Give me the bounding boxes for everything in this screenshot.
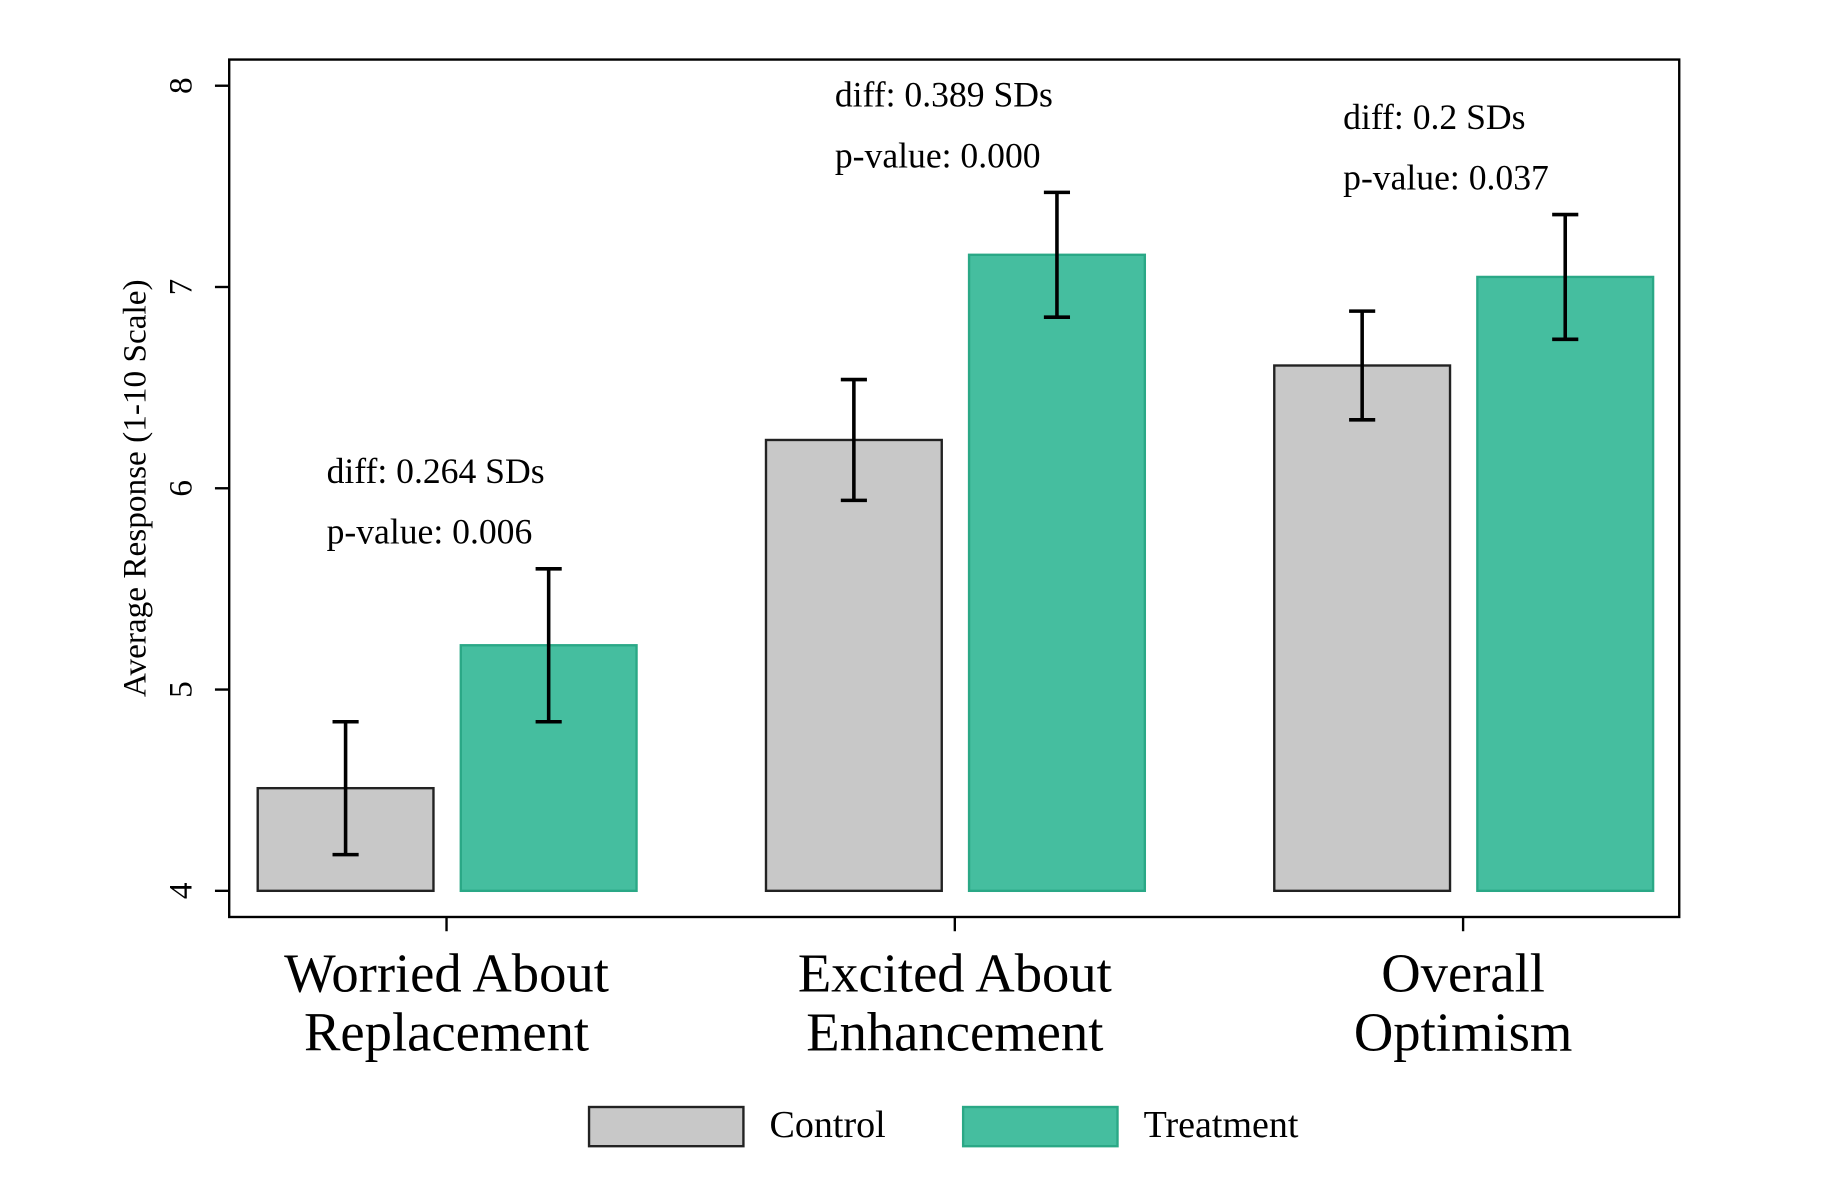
x-tick-label: Worried About	[284, 942, 609, 1003]
annotation: p-value: 0.000	[835, 135, 1041, 175]
annotation: p-value: 0.006	[327, 512, 533, 552]
bar	[1273, 364, 1452, 893]
annotation: diff: 0.264 SDs	[327, 451, 545, 491]
x-tick-label: Excited About	[798, 942, 1112, 1003]
error-bar	[332, 719, 359, 857]
y-tick-label: 4	[163, 882, 200, 899]
bar	[1476, 275, 1655, 893]
x-tick-label: Replacement	[304, 1002, 589, 1063]
error-bar	[535, 567, 562, 724]
annotation: diff: 0.2 SDs	[1343, 97, 1525, 137]
annotation: diff: 0.389 SDs	[835, 75, 1053, 115]
y-tick-label: 6	[163, 480, 200, 497]
legend-swatch	[587, 1105, 745, 1148]
x-tick-label: Optimism	[1354, 1002, 1572, 1063]
legend-label: Treatment	[1144, 1104, 1299, 1146]
x-tick-label: Enhancement	[806, 1002, 1103, 1063]
bar	[764, 438, 943, 893]
y-tick-label: 5	[163, 681, 200, 698]
error-bar	[840, 377, 867, 503]
bar	[967, 253, 1147, 893]
y-tick-label: 8	[163, 77, 200, 94]
y-tick-label: 7	[163, 279, 200, 296]
y-axis-label: Average Response (1-10 Scale)	[116, 279, 153, 697]
error-bar	[1349, 309, 1376, 422]
error-bar	[1552, 212, 1579, 342]
x-tick-label: Overall	[1381, 942, 1545, 1003]
legend-label: Control	[770, 1104, 886, 1146]
error-bar	[1043, 190, 1071, 319]
annotation: p-value: 0.037	[1343, 157, 1549, 197]
legend-swatch	[961, 1105, 1119, 1148]
